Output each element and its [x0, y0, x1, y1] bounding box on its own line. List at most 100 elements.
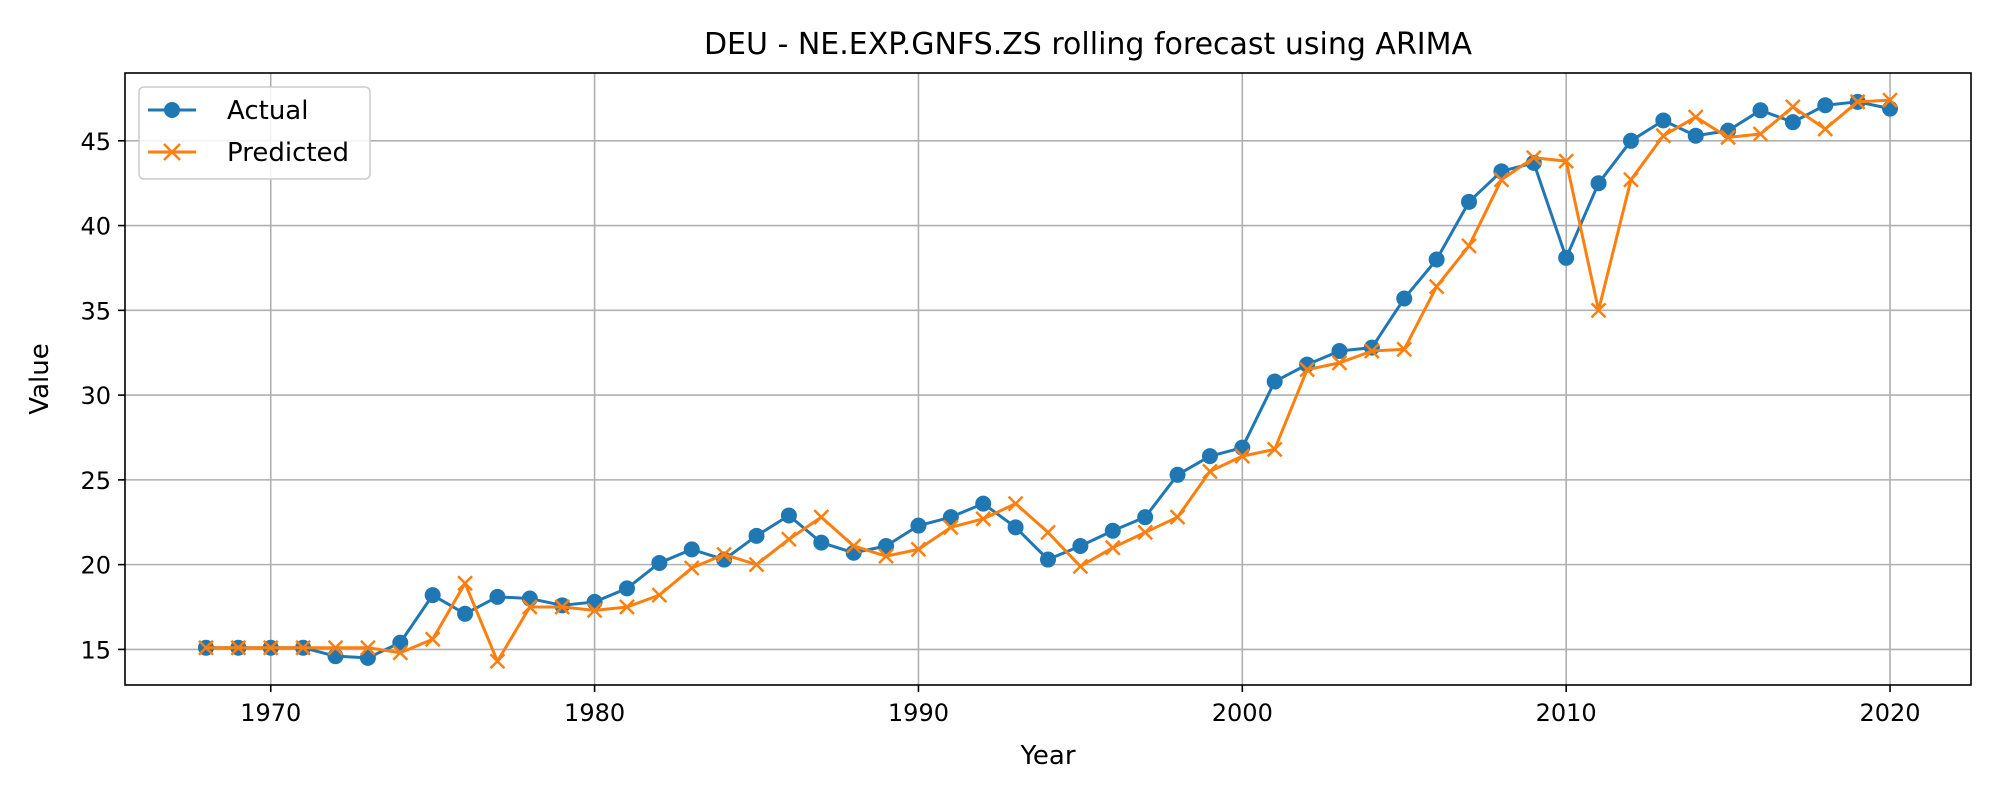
legend-box: [138, 86, 371, 180]
x-tick-label: 2000: [1212, 699, 1273, 727]
series-layer: [197, 92, 1899, 670]
data-point: [521, 590, 538, 607]
data-point: [1493, 171, 1510, 188]
plot-frame: [124, 72, 1972, 686]
x-tick-label: 2020: [1859, 699, 1920, 727]
data-point: [1072, 558, 1089, 575]
data-point: [1331, 355, 1348, 371]
data-point: [1461, 193, 1478, 210]
data-point: [392, 644, 409, 661]
y-tick-label: 15: [80, 636, 111, 664]
data-point: [1201, 448, 1218, 465]
data-point: [489, 653, 506, 670]
data-point: [975, 495, 992, 512]
data-point: [1655, 112, 1672, 129]
data-point: [748, 556, 765, 573]
data-point: [424, 587, 441, 604]
data-point: [1687, 109, 1704, 125]
data-point: [392, 634, 409, 651]
legend-actual-label: Actual: [227, 96, 308, 126]
data-point: [1234, 448, 1251, 465]
data-point: [1558, 249, 1575, 266]
data-point: [360, 639, 376, 656]
y-tick-label: 45: [80, 128, 111, 156]
data-point: [457, 605, 474, 622]
legend: Actual Predicted: [138, 86, 371, 180]
data-point: [1849, 93, 1866, 110]
x-tick-label: 1990: [888, 699, 949, 727]
data-point: [1752, 102, 1769, 119]
data-point: [813, 534, 830, 551]
data-point: [1558, 153, 1575, 170]
data-point: [489, 588, 506, 605]
data-point: [618, 580, 635, 597]
y-tick-label: 20: [80, 552, 111, 580]
data-point: [1396, 290, 1413, 307]
data-point: [586, 593, 603, 610]
series-predicted: [198, 92, 1898, 670]
data-point: [878, 537, 895, 554]
legend-predicted-label: Predicted: [227, 138, 349, 168]
data-point: [1040, 524, 1056, 541]
x-tick-label: 2010: [1536, 699, 1597, 727]
data-point: [1590, 175, 1607, 192]
data-point: [1428, 278, 1445, 295]
data-point: [1007, 495, 1024, 512]
data-point: [1720, 129, 1736, 146]
data-point: [1590, 302, 1607, 319]
data-point: [198, 639, 214, 656]
data-point: [942, 519, 959, 536]
data-point: [1202, 463, 1218, 480]
data-point: [1266, 373, 1283, 390]
data-point: [1299, 361, 1315, 378]
data-point: [1007, 519, 1024, 536]
data-point: [1882, 92, 1898, 109]
grid: [125, 73, 1971, 685]
data-point: [716, 546, 733, 563]
data-point: [1040, 551, 1056, 568]
data-point: [683, 541, 700, 558]
data-point: [1687, 127, 1704, 144]
data-point: [1104, 522, 1121, 539]
data-point: [910, 517, 927, 534]
data-point: [295, 639, 312, 656]
data-point: [424, 631, 441, 648]
data-point: [1623, 171, 1639, 188]
data-point: [521, 599, 538, 615]
data-point: [845, 538, 862, 554]
legend-actual-marker: [164, 102, 180, 118]
data-point: [457, 575, 473, 592]
data-point: [262, 639, 279, 656]
data-point: [1072, 537, 1089, 554]
data-point: [781, 531, 797, 548]
data-point: [1428, 251, 1445, 268]
data-point: [1655, 127, 1672, 144]
data-point: [327, 639, 344, 656]
data-point: [586, 602, 603, 619]
data-point: [1169, 509, 1186, 526]
data-point: [878, 548, 894, 565]
y-tick-label: 40: [80, 213, 111, 241]
x-tick-label: 1980: [564, 699, 625, 727]
data-point: [1234, 439, 1251, 456]
chart-title: DEU - NE.EXP.GNFS.ZS rolling forecast us…: [704, 27, 1473, 62]
data-point: [554, 599, 571, 615]
data-point: [1525, 149, 1542, 166]
data-point: [619, 599, 635, 615]
data-point: [1396, 341, 1413, 358]
y-axis: 15 20 25 30 35 40 45: [80, 128, 125, 664]
data-point: [1266, 441, 1283, 458]
series-actual: [197, 93, 1899, 666]
y-tick-label: 25: [80, 467, 111, 495]
data-point: [1104, 539, 1121, 556]
data-point: [780, 507, 797, 524]
data-point: [327, 648, 344, 665]
data-point: [1817, 97, 1834, 114]
data-point: [1331, 343, 1348, 360]
data-point: [748, 527, 765, 544]
data-point: [1817, 121, 1834, 137]
data-point: [1363, 343, 1380, 359]
x-axis: 1970 1980 1990 2000 2010 2020: [240, 685, 1921, 727]
y-tick-label: 30: [80, 382, 111, 410]
